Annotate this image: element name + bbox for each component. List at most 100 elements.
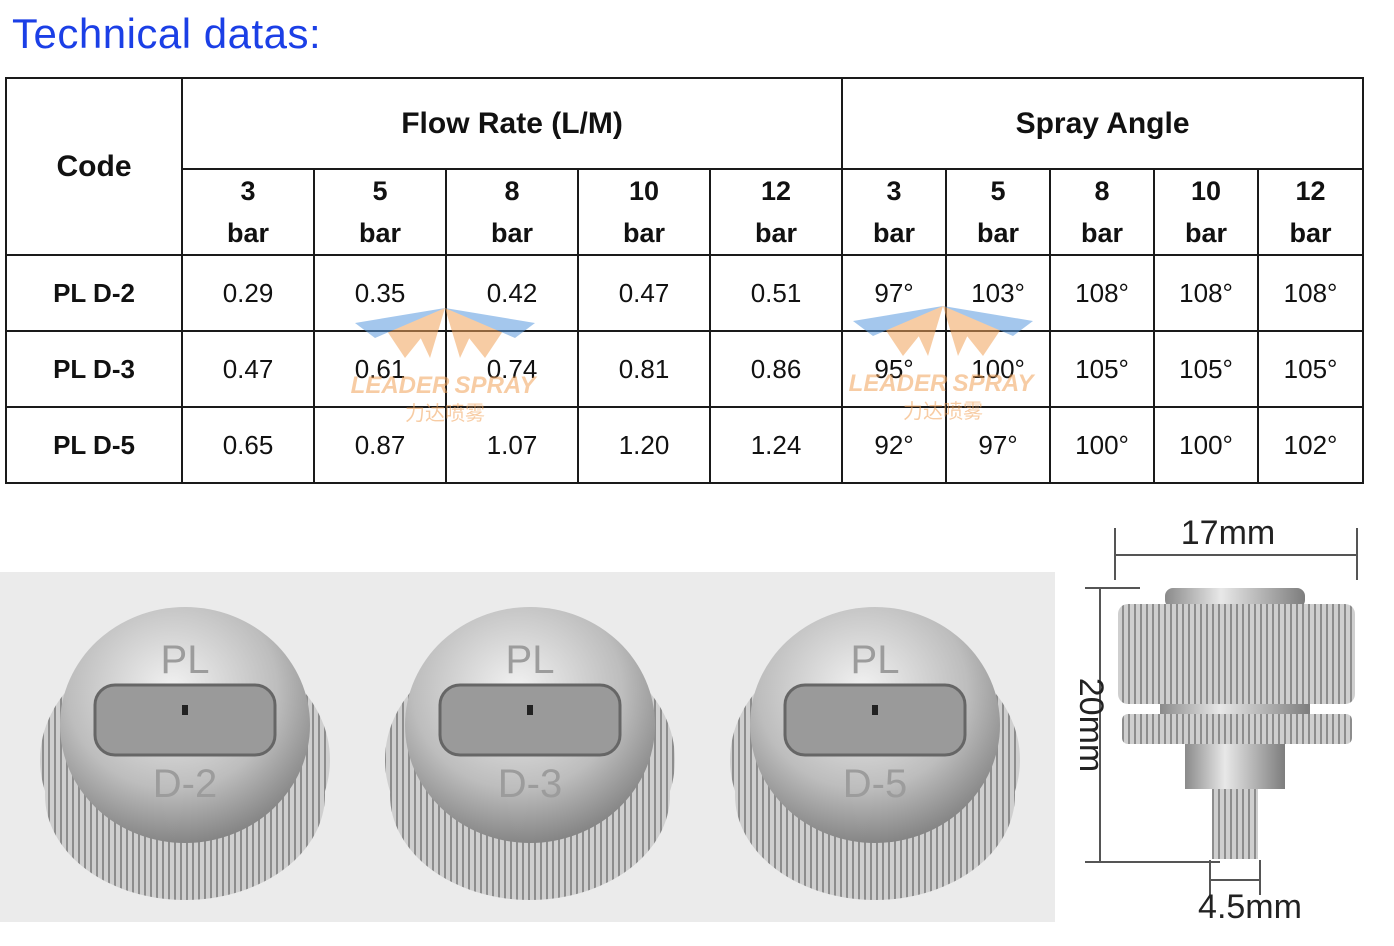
dimension-diagram: 17mm 20mm 4.5mm xyxy=(1072,514,1358,926)
pressure-value: 10 xyxy=(1191,176,1222,206)
value-cell: 0.81 xyxy=(577,330,711,408)
group-header: Spray Angle xyxy=(841,77,1365,170)
pressure-unit: bar xyxy=(358,218,402,248)
pressure-header: 8 bar xyxy=(1049,168,1156,256)
value-cell: 95° xyxy=(841,330,948,408)
value-cell: 100° xyxy=(1049,406,1156,484)
table-body: PL D-2 0.29 0.35 0.42 0.47 0.51 97° 103° 108° 108… xyxy=(5,254,1365,484)
value-cell: 0.47 xyxy=(577,254,711,332)
value-cell: 100° xyxy=(945,330,1052,408)
dimension-label: 17mm xyxy=(1181,514,1275,552)
nozzle-orifice xyxy=(872,705,878,715)
code-cell: PL D-5 xyxy=(5,406,183,484)
value-cell: 105° xyxy=(1153,330,1260,408)
nozzle-engraving: PL xyxy=(851,638,900,682)
title: Technical datas: xyxy=(12,10,322,57)
dimension-label: 4.5mm xyxy=(1198,888,1302,926)
value-cell: 0.87 xyxy=(313,406,447,484)
nozzle-engraving: PL xyxy=(161,638,210,682)
spec-table: Code Flow Rate (L/M) Spray Angle 3 bar 5 ba… xyxy=(5,77,1365,484)
pressure-value: 3 xyxy=(886,176,902,206)
pressure-header: 12 bar xyxy=(708,168,844,256)
pressure-value: 12 xyxy=(761,176,792,206)
pressure-header: 10 bar xyxy=(1153,168,1260,256)
pressure-header: 8 bar xyxy=(445,168,579,256)
table-head: Code Flow Rate (L/M) Spray Angle 3 bar 5 ba… xyxy=(5,77,1365,256)
value-cell: 0.47 xyxy=(181,330,315,408)
nozzle-engraving: D-5 xyxy=(843,762,907,806)
dimension-label: 20mm xyxy=(1072,678,1110,772)
base-knurl xyxy=(1122,714,1352,744)
nozzle-photos: PL D-2 PL D-3 PL D-5 xyxy=(40,607,1020,900)
group-row: Code Flow Rate (L/M) Spray Angle xyxy=(5,77,1365,256)
nozzle-slot xyxy=(93,683,277,757)
nozzle-engraving: D-2 xyxy=(153,762,217,806)
table-row: PL D-3 0.47 0.61 0.74 0.81 0.86 95° 100° 105° 105… xyxy=(5,330,1365,408)
value-cell: 0.35 xyxy=(313,254,447,332)
value-cell: 0.51 xyxy=(708,254,844,332)
value-cell: 97° xyxy=(945,406,1052,484)
pressure-unit: bar xyxy=(1081,218,1124,248)
pressure-unit: bar xyxy=(1185,218,1228,248)
pressure-unit: bar xyxy=(226,218,270,248)
subheader-row: 3 bar 5 bar 8 bar 10 bar 12 bar 3 bar 5 bar 8 bar 10 bar 1… xyxy=(6,168,1365,256)
pressure-value: 8 xyxy=(504,176,520,206)
pressure-unit: bar xyxy=(1289,218,1332,248)
value-cell: 1.07 xyxy=(445,406,579,484)
value-cell: 0.65 xyxy=(181,406,315,484)
value-cell: 108° xyxy=(1257,254,1365,332)
pressure-value: 5 xyxy=(990,176,1006,206)
cap-top xyxy=(1165,588,1305,608)
code-header: Code xyxy=(5,77,183,256)
pressure-header: 3 bar xyxy=(841,168,948,256)
value-cell: 103° xyxy=(945,254,1052,332)
value-cell: 100° xyxy=(1153,406,1260,484)
value-cell: 0.29 xyxy=(181,254,315,332)
pressure-header: 10 bar xyxy=(577,168,711,256)
value-cell: 108° xyxy=(1153,254,1260,332)
photos: PL D-2 PL D-3 PL D-5 17mm 20mm 4.5mm xyxy=(0,514,1358,926)
value-cell: 0.42 xyxy=(445,254,579,332)
nozzle-slot xyxy=(783,683,967,757)
thread xyxy=(1212,789,1258,859)
pressure-header: 12 bar xyxy=(1257,168,1365,256)
nozzle-engraving: D-3 xyxy=(498,762,562,806)
pressure-unit: bar xyxy=(755,218,798,248)
pressure-value: 3 xyxy=(240,176,256,206)
group-header: Flow Rate (L/M) xyxy=(180,77,844,170)
nozzle-engraving: PL xyxy=(506,638,555,682)
table-row: PL D-5 0.65 0.87 1.07 1.20 1.24 92° 97° 100° 100°… xyxy=(5,406,1365,484)
pressure-unit: bar xyxy=(622,218,666,248)
pressure-value: 5 xyxy=(372,176,388,206)
value-cell: 1.24 xyxy=(708,406,844,484)
pressure-value: 8 xyxy=(1094,176,1110,206)
value-cell: 105° xyxy=(1049,330,1156,408)
nozzle-orifice xyxy=(527,705,533,715)
value-cell: 102° xyxy=(1257,406,1365,484)
pressure-header: 3 bar xyxy=(181,168,315,256)
pressure-unit: bar xyxy=(873,218,916,248)
value-cell: 97° xyxy=(841,254,948,332)
pressure-value: 12 xyxy=(1295,176,1326,206)
table-row: PL D-2 0.29 0.35 0.42 0.47 0.51 97° 103° 108° 108… xyxy=(5,254,1365,332)
value-cell: 92° xyxy=(841,406,948,484)
value-cell: 1.20 xyxy=(577,406,711,484)
pressure-header: 5 bar xyxy=(945,168,1052,256)
body xyxy=(1185,744,1285,789)
value-cell: 0.61 xyxy=(313,330,447,408)
nozzle-orifice xyxy=(182,705,188,715)
code-cell: PL D-3 xyxy=(5,330,183,408)
value-cell: 105° xyxy=(1257,330,1365,408)
cap-knurl xyxy=(1118,604,1355,704)
nozzle-slot xyxy=(438,683,622,757)
pressure-unit: bar xyxy=(977,218,1020,248)
value-cell: 0.74 xyxy=(445,330,579,408)
pressure-unit: bar xyxy=(490,218,534,248)
value-cell: 108° xyxy=(1049,254,1156,332)
code-cell: PL D-2 xyxy=(5,254,183,332)
pressure-value: 10 xyxy=(628,176,660,206)
cap-neck xyxy=(1160,704,1310,716)
value-cell: 0.86 xyxy=(708,330,844,408)
pressure-header: 5 bar xyxy=(313,168,447,256)
